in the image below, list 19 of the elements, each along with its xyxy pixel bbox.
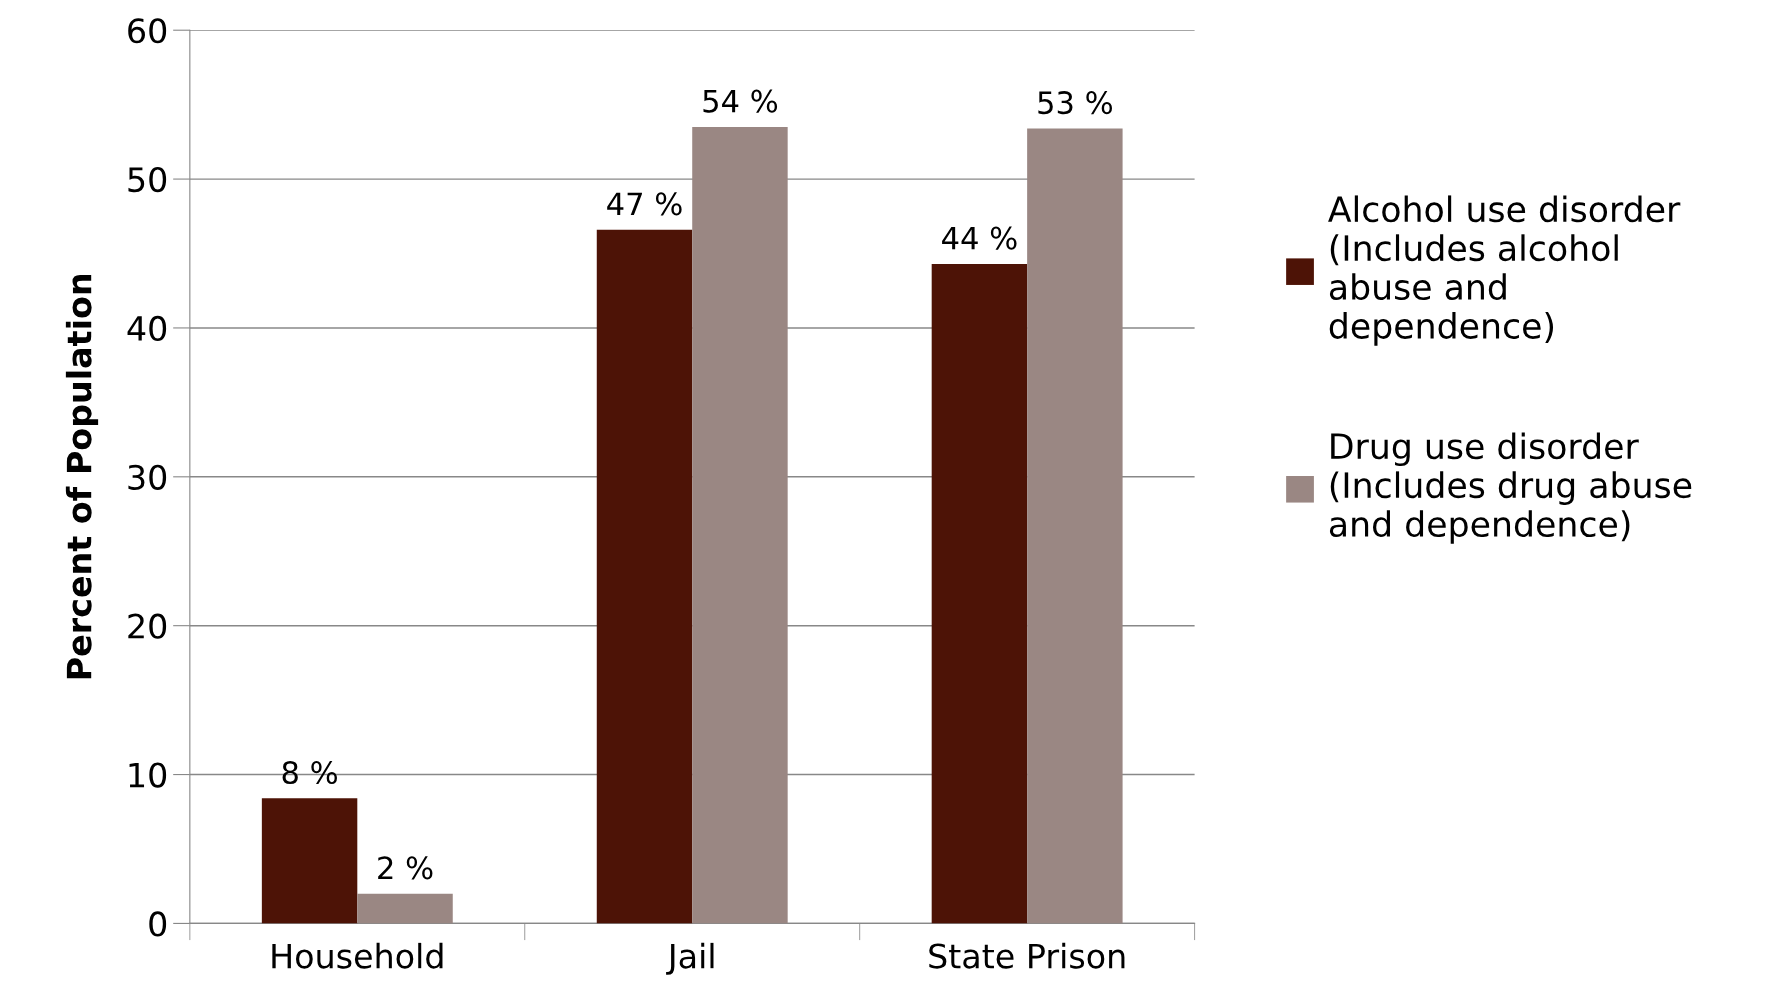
y-tick-label: 60 xyxy=(128,18,167,44)
x-tick-label: Household xyxy=(272,942,443,969)
y-axis-title: Percent of Population xyxy=(65,274,99,679)
data-label: 8 % xyxy=(282,761,337,785)
data-label: 54 % xyxy=(703,89,778,113)
y-tick-label: 0 xyxy=(149,911,167,937)
legend-label: Alcohol use disorder (Includes alcohol abuse and dependence) xyxy=(1328,195,1681,346)
data-label: 44 % xyxy=(942,226,1017,250)
legend-label: Drug use disorder (Includes drug abuse and dependence) xyxy=(1329,432,1692,544)
y-tick-label: 40 xyxy=(127,315,167,342)
data-label: 53 % xyxy=(1038,91,1112,115)
data-label: 47 % xyxy=(607,192,682,216)
x-tick-label: Jail xyxy=(666,942,714,975)
data-label: 2 % xyxy=(378,856,433,880)
y-tick-label: 10 xyxy=(129,762,167,788)
y-tick-label: 50 xyxy=(128,167,167,193)
y-tick-label: 30 xyxy=(128,464,167,490)
y-tick-label: 20 xyxy=(128,613,167,639)
x-tick-label: State Prison xyxy=(929,942,1125,969)
